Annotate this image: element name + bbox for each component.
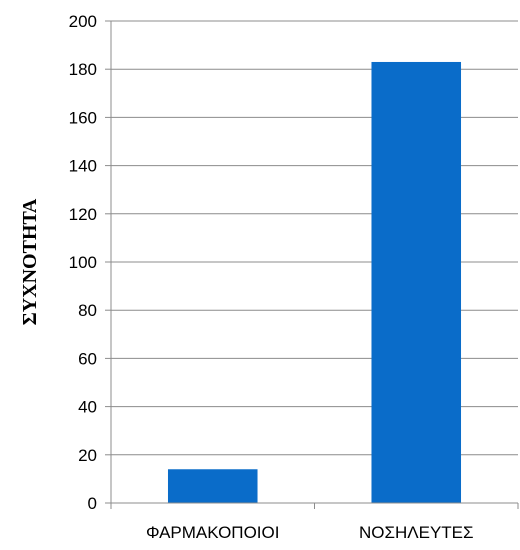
x-tick-labels: ΦΑΡΜΑΚΟΠΟΙΟΙ ΝΟΣΗΛΕΥΤΕΣ xyxy=(146,523,474,542)
gridlines xyxy=(111,20,518,456)
y-tick-label: 140 xyxy=(69,157,97,176)
y-tick-labels: 0 20 40 60 80 100 120 140 160 180 200 xyxy=(69,12,111,513)
y-tick-label: 180 xyxy=(69,60,97,79)
y-tick-label: 20 xyxy=(78,446,97,465)
y-tick-label: 0 xyxy=(88,494,97,513)
y-axis-label: ΣΥΧΝΟΤΗΤΑ xyxy=(19,198,41,325)
y-tick-label: 100 xyxy=(69,253,97,272)
bars xyxy=(167,61,462,503)
y-tick-label: 80 xyxy=(78,301,97,320)
y-tick-label: 160 xyxy=(69,108,97,127)
bar xyxy=(371,61,462,503)
x-category-label: ΝΟΣΗΛΕΥΤΕΣ xyxy=(359,523,474,542)
x-category-label: ΦΑΡΜΑΚΟΠΟΙΟΙ xyxy=(146,523,279,542)
y-tick-label: 200 xyxy=(69,12,97,31)
y-tick-label: 60 xyxy=(78,349,97,368)
y-tick-label: 120 xyxy=(69,205,97,224)
bar xyxy=(167,469,258,503)
y-tick-label: 40 xyxy=(78,398,97,417)
